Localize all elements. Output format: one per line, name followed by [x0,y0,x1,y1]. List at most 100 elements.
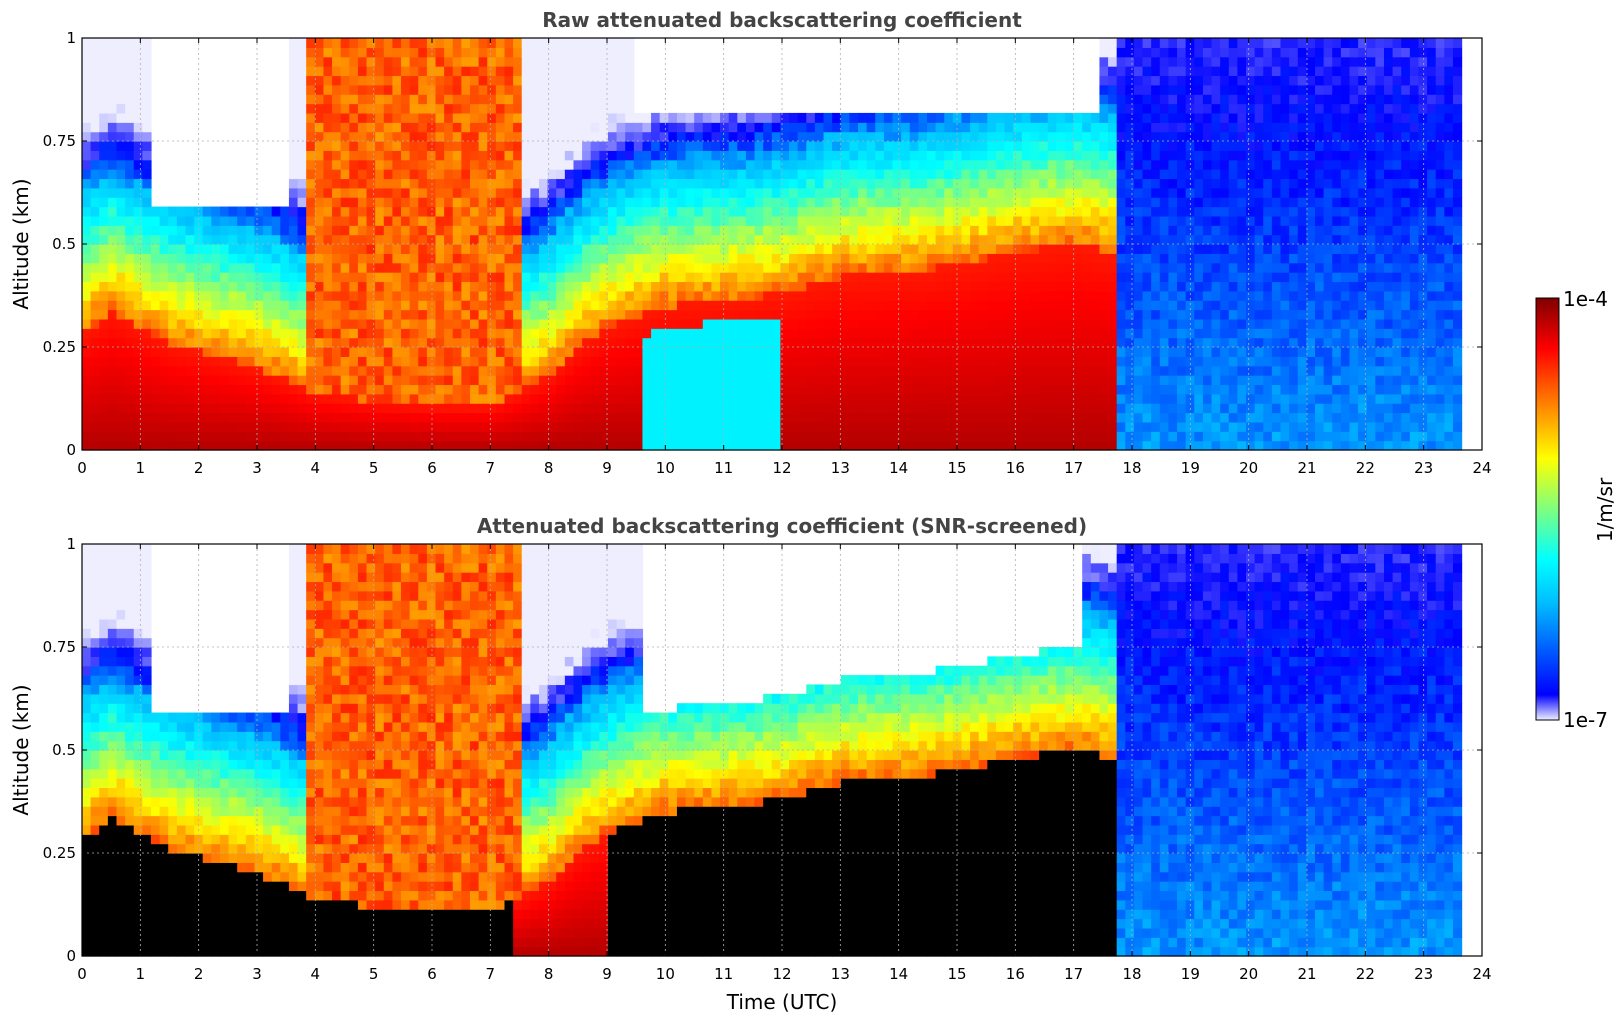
heatmap-cell [1108,384,1118,395]
heatmap-cell [745,197,756,208]
heatmap-cell [168,262,178,273]
heatmap-cell [1030,215,1040,226]
heatmap-cell [978,290,988,301]
heatmap-cell [564,215,575,226]
heatmap-cell [763,309,773,320]
heatmap-cell [116,253,126,264]
heatmap-cell [133,244,143,254]
heatmap-cell [1090,253,1101,264]
heatmap-cell [840,290,850,301]
heatmap-cell [728,375,738,386]
heatmap-cell [814,215,825,226]
heatmap-cell [288,300,299,311]
heatmap-cell [323,103,333,114]
heatmap-cell [392,47,402,58]
heatmap-cell [82,290,92,301]
heatmap-cell [538,94,549,105]
heatmap-cell [1013,318,1023,329]
heatmap-cell [728,253,738,264]
heatmap-cell [987,178,997,189]
heatmap-cell [133,337,143,348]
heatmap-cell [254,347,264,357]
heatmap-cell [599,393,609,404]
heatmap-cell [814,375,825,386]
heatmap-cell [306,403,316,414]
heatmap-cell [82,215,92,226]
heatmap-cell [875,122,885,133]
heatmap-cell [1151,318,1161,329]
heatmap-cell [461,141,471,151]
heatmap-cell [1142,328,1152,339]
heatmap-cell [1021,309,1032,320]
heatmap-cell [1142,94,1152,105]
heatmap-cell [668,375,678,386]
heatmap-cell [245,412,256,423]
heatmap-cell [1030,159,1040,170]
heatmap-cell [142,375,152,386]
heatmap-cell [90,56,100,67]
heatmap-cell [1013,197,1023,208]
heatmap-cell [676,122,687,133]
heatmap-cell [1004,375,1014,386]
heatmap-cell [1099,244,1109,254]
heatmap-cell [340,187,350,198]
heatmap-cell [1194,272,1204,283]
heatmap-cell [642,347,652,357]
heatmap-cell [401,328,411,339]
heatmap-cell [1108,84,1118,95]
heatmap-cell [504,206,514,217]
heatmap-cell [1142,56,1152,67]
heatmap-cell [935,159,945,170]
heatmap-cell [1151,225,1161,236]
heatmap-cell [133,47,143,58]
heatmap-cell [547,169,557,180]
heatmap-cell [375,412,385,423]
heatmap-cell [711,159,721,170]
heatmap-cell [332,225,342,236]
heatmap-cell [754,318,764,329]
heatmap-cell [142,272,152,283]
heatmap-cell [780,122,790,133]
heatmap-cell [107,356,118,367]
heatmap-cell [82,47,92,58]
heatmap-cell [564,38,575,48]
heatmap-cell [1159,309,1170,320]
heatmap-cell [375,290,385,301]
heatmap-cell [754,178,764,189]
heatmap-cell [495,206,506,217]
heatmap-cell [1125,356,1135,367]
heatmap-cell [245,356,256,367]
heatmap-cell [513,403,523,414]
heatmap-cell [263,365,273,376]
heatmap-cell [909,309,919,320]
heatmap-cell [918,337,928,348]
heatmap-cell [332,244,342,254]
heatmap-cell [340,169,350,180]
heatmap-cell [1099,112,1109,123]
heatmap-cell [564,187,575,198]
heatmap-cell [840,187,850,198]
heatmap-cell [504,38,514,48]
heatmap-cell [357,94,368,105]
heatmap-cell [1151,412,1161,423]
heatmap-cell [1159,234,1170,245]
heatmap-cell [383,75,393,86]
heatmap-cell [590,215,600,226]
heatmap-cell [185,421,195,432]
heatmap-cell [935,131,945,142]
heatmap-cell [1064,131,1075,142]
heatmap-cell [444,122,454,133]
heatmap-cell [461,244,471,254]
heatmap-cell [668,347,678,357]
heatmap-cell [513,187,523,198]
heatmap-cell [1194,103,1204,114]
heatmap-cell [1064,169,1075,180]
heatmap-cell [90,131,100,142]
heatmap-cell [944,131,954,142]
heatmap-cell [970,393,980,404]
heatmap-cell [202,347,212,357]
heatmap-cell [694,431,704,442]
heatmap-cell [590,412,600,423]
heatmap-cell [1159,84,1170,95]
heatmap-cell [556,169,566,180]
